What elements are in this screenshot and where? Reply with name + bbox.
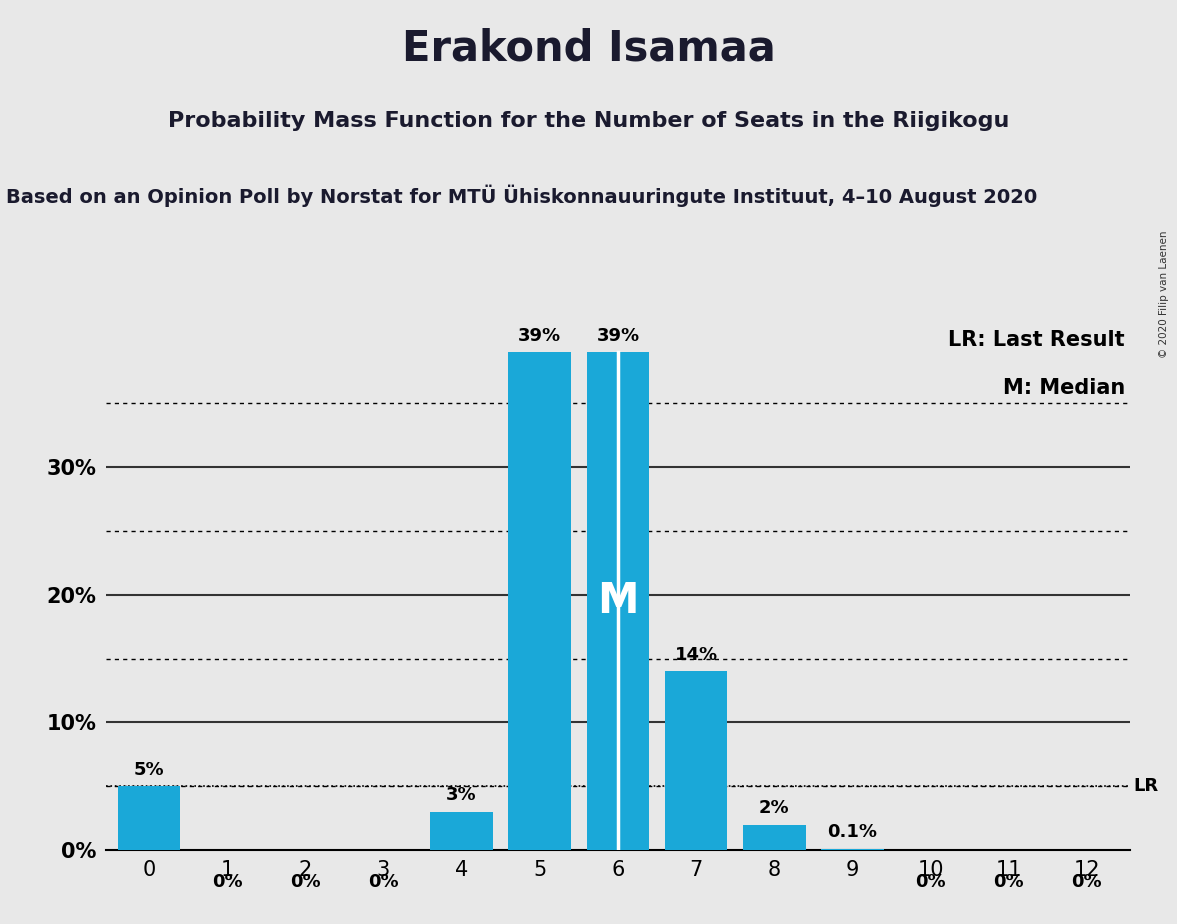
Text: Probability Mass Function for the Number of Seats in the Riigikogu: Probability Mass Function for the Number… [168, 111, 1009, 131]
Text: Based on an Opinion Poll by Norstat for MTÜ Ühiskonnauuringute Instituut, 4–10 A: Based on an Opinion Poll by Norstat for … [6, 185, 1037, 207]
Bar [822, 849, 884, 850]
Bar [665, 672, 727, 850]
Bar [743, 824, 805, 850]
Text: © 2020 Filip van Laenen: © 2020 Filip van Laenen [1159, 231, 1169, 359]
Text: 0.1%: 0.1% [827, 823, 877, 841]
Text: 0%: 0% [212, 873, 242, 891]
Text: 0%: 0% [916, 873, 946, 891]
Text: 39%: 39% [597, 327, 639, 345]
Bar [118, 786, 180, 850]
Text: 0%: 0% [290, 873, 320, 891]
Bar [431, 812, 493, 850]
Text: 2%: 2% [759, 799, 790, 817]
Bar [508, 352, 571, 850]
Text: 14%: 14% [674, 646, 718, 663]
Text: Erakond Isamaa: Erakond Isamaa [401, 28, 776, 69]
Text: 39%: 39% [518, 327, 561, 345]
Text: LR: Last Result: LR: Last Result [949, 330, 1125, 350]
Text: LR: LR [1133, 777, 1159, 796]
Text: 0%: 0% [368, 873, 399, 891]
Text: 0%: 0% [1071, 873, 1102, 891]
Text: 5%: 5% [134, 760, 165, 779]
Bar [586, 352, 650, 850]
Text: 0%: 0% [993, 873, 1024, 891]
Text: 3%: 3% [446, 786, 477, 804]
Text: M: M [597, 580, 639, 622]
Text: M: Median: M: Median [1003, 379, 1125, 398]
